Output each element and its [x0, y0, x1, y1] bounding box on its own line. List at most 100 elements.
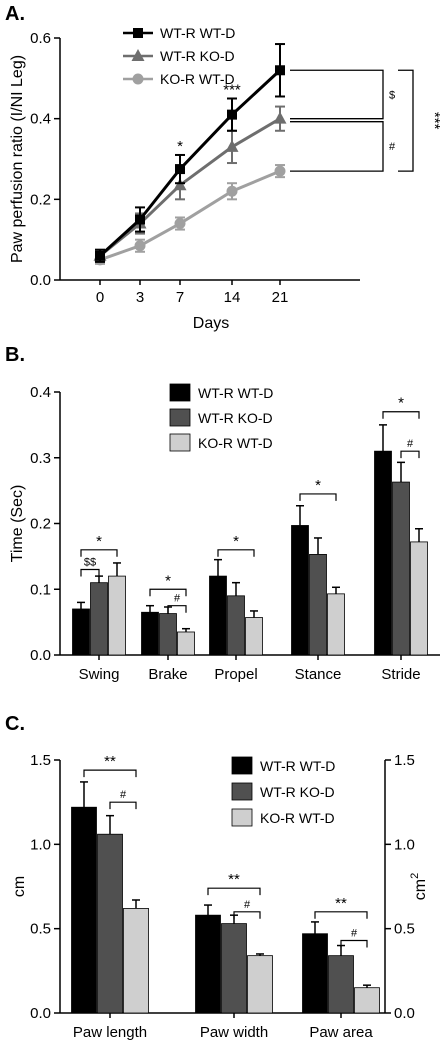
y-tick-label: 1.0 [30, 836, 51, 853]
bracket-label: * [315, 477, 321, 494]
legend-label: WT-R WT-D [198, 385, 273, 401]
series-line [99, 169, 281, 262]
y-tick-label: 0.5 [30, 921, 51, 938]
panel-label: A. [5, 3, 25, 25]
panel-c-bar-chart: C. 0.0 0.5 1.0 1.5 0.0 0.5 1.0 1.5 Paw length Paw … [5, 713, 429, 1041]
bracket-line [80, 568, 100, 577]
series-point [175, 164, 185, 175]
significance-mark: *** [223, 82, 241, 99]
legend-swatch [231, 808, 253, 827]
y-axis-title: Time (Sec) [9, 485, 26, 563]
bracket-label: # [351, 927, 358, 939]
series-2 [94, 164, 286, 266]
series-point [226, 185, 238, 197]
x-tick-label: 21 [272, 289, 289, 306]
bracket-label: ** [335, 895, 347, 912]
significance-bracket: ** [314, 895, 368, 919]
significance-bracket: # [290, 121, 396, 172]
bracket-line [233, 911, 261, 919]
significance-bracket: # [109, 789, 137, 810]
x-tick-label: 3 [136, 289, 144, 306]
bracket-label: $ [389, 89, 395, 101]
x-tick-label: Propel [214, 666, 257, 683]
significance-bracket: # [400, 438, 420, 459]
bracket-label: # [407, 438, 414, 450]
legend-label: WT-R KO-D [160, 48, 235, 64]
legend-label: WT-R KO-D [260, 784, 335, 800]
bracket-line [299, 493, 337, 501]
bracket-line [80, 549, 118, 557]
bar [195, 914, 221, 1014]
right-y-tick-label: 0.0 [394, 1005, 415, 1022]
significance-bracket: # [167, 593, 187, 613]
significance-bracket: ** [83, 753, 137, 778]
bracket-label: *** [426, 112, 443, 130]
x-tick-label: Swing [79, 666, 120, 683]
series-point [95, 250, 105, 261]
x-tick-label: Brake [148, 666, 187, 683]
x-tick-label: Paw area [309, 1024, 373, 1041]
legend-swatch [169, 408, 191, 427]
significance-bracket: * [382, 395, 420, 419]
series-1 [93, 105, 287, 263]
y-tick-label: 0.1 [30, 581, 51, 598]
bar [209, 575, 227, 656]
series-point [275, 65, 285, 76]
bracket-line [167, 605, 187, 613]
bracket-label: * [398, 395, 404, 412]
bar [177, 631, 195, 656]
bar [302, 933, 328, 1014]
bar [97, 833, 123, 1014]
significance-bracket: *** [398, 69, 443, 172]
series-line [99, 117, 281, 257]
series-point [274, 165, 286, 177]
y-tick-label: 0.2 [30, 516, 51, 533]
bar [227, 595, 245, 656]
bracket-line [109, 801, 137, 810]
legend-swatch [169, 383, 191, 402]
bar [247, 955, 273, 1014]
series-point [131, 49, 145, 61]
series-point [173, 178, 187, 191]
y-tick-label: 0.0 [30, 647, 51, 664]
series-point [134, 240, 146, 252]
y-tick-label: 0.4 [30, 384, 51, 401]
right-y-tick-label: 0.5 [394, 921, 415, 938]
bar [291, 525, 309, 656]
series-point [135, 214, 145, 225]
significance-bracket: $ [290, 69, 395, 120]
legend-swatch [231, 756, 253, 775]
bar [392, 481, 410, 656]
significance-bracket: * [299, 477, 337, 501]
bar [245, 617, 263, 656]
bracket-line [314, 911, 368, 919]
right-y-tick-label: 1.5 [394, 752, 415, 769]
y-tick-label: 0.6 [30, 30, 51, 47]
series-0 [95, 43, 285, 263]
x-tick-label: 7 [176, 289, 184, 306]
bar [159, 613, 177, 656]
bracket-line [382, 411, 420, 419]
significance-bracket: # [233, 899, 261, 919]
significance-bracket: * [217, 533, 255, 557]
x-tick-label: Stride [381, 666, 420, 683]
legend-label: WT-R KO-D [198, 410, 273, 426]
y-axis-title: cm [11, 876, 28, 897]
panel-label: C. [5, 713, 25, 735]
bracket-line [217, 549, 255, 557]
bracket-label: * [165, 572, 171, 589]
significance-mark: * [177, 138, 183, 155]
bracket-line [290, 69, 384, 120]
series-point [132, 73, 144, 85]
bar [71, 806, 97, 1014]
significance-bracket: ** [207, 871, 261, 896]
y-tick-label: 1.5 [30, 752, 51, 769]
bracket-line [83, 769, 137, 778]
legend-label: WT-R WT-D [260, 758, 335, 774]
bracket-line [207, 887, 261, 896]
bar [221, 923, 247, 1014]
bracket-line [149, 588, 187, 597]
bracket-label: # [174, 593, 181, 605]
bar [141, 611, 159, 656]
bracket-label: # [244, 899, 251, 911]
